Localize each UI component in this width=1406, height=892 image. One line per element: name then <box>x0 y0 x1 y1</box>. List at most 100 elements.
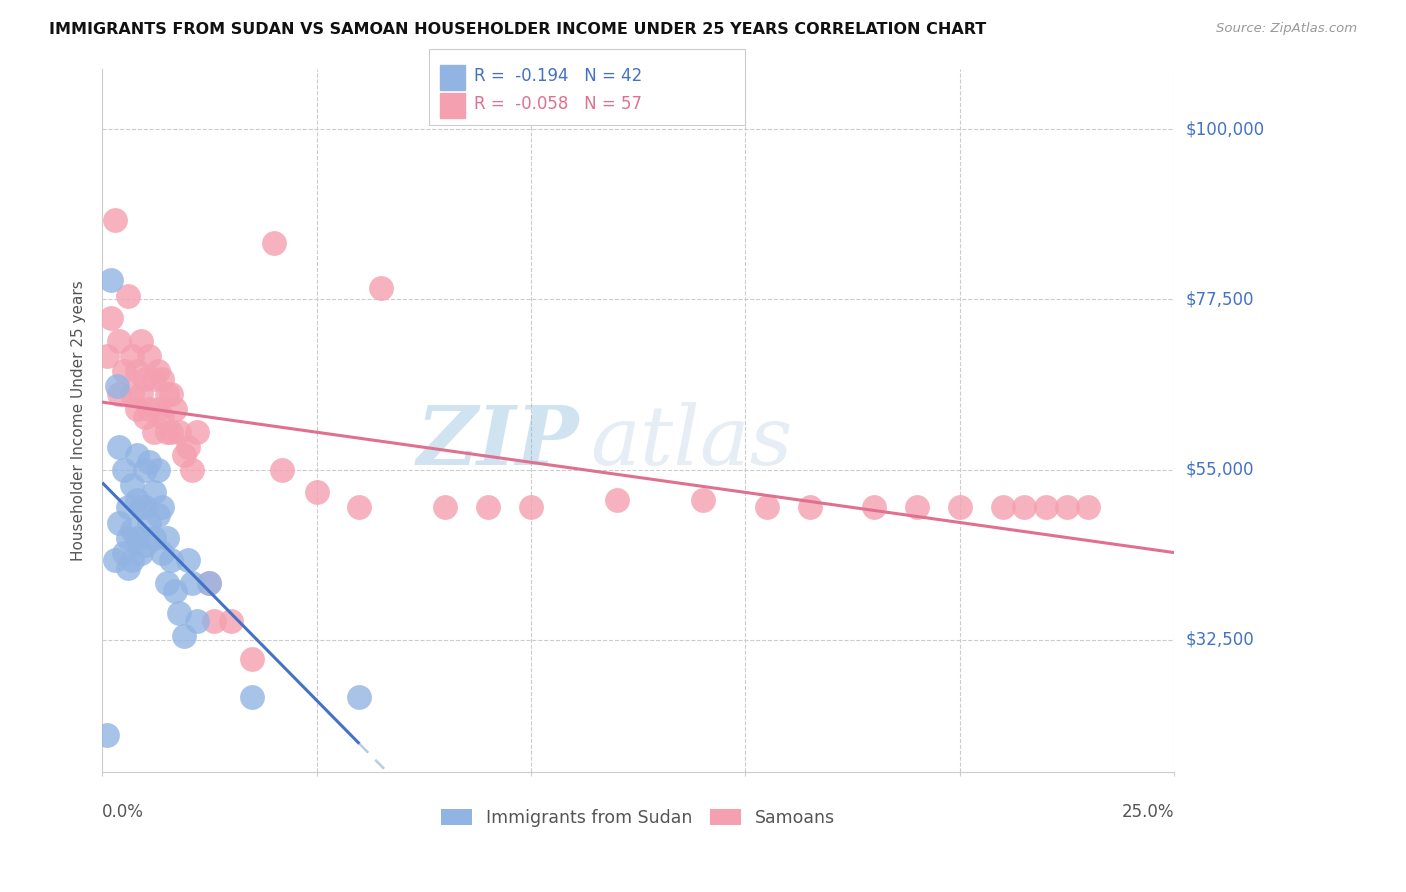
Text: ZIP: ZIP <box>416 401 579 482</box>
Point <box>129 334 152 348</box>
Point <box>799 500 821 515</box>
Point <box>146 364 169 378</box>
Point <box>129 500 152 515</box>
Point <box>219 614 242 628</box>
Point <box>142 531 165 545</box>
Point <box>142 372 165 386</box>
Point <box>1077 500 1099 515</box>
Point <box>155 531 177 545</box>
Point <box>155 425 177 439</box>
Point <box>129 546 152 560</box>
Point <box>1056 500 1078 515</box>
Point <box>198 576 221 591</box>
Point <box>150 372 173 386</box>
Point <box>134 372 156 386</box>
Point <box>117 500 139 515</box>
Point <box>949 500 972 515</box>
Point <box>108 334 131 348</box>
Point <box>125 492 148 507</box>
Text: $77,500: $77,500 <box>1185 291 1254 309</box>
Point <box>142 425 165 439</box>
Text: atlas: atlas <box>591 401 793 482</box>
Point <box>1035 500 1057 515</box>
Point <box>134 463 156 477</box>
Text: 0.0%: 0.0% <box>103 803 143 821</box>
Point <box>159 553 181 567</box>
Point <box>159 387 181 401</box>
Point <box>755 500 778 515</box>
Point <box>863 500 886 515</box>
Point <box>146 402 169 417</box>
Point <box>155 387 177 401</box>
Point <box>165 402 187 417</box>
Text: $100,000: $100,000 <box>1185 120 1264 138</box>
Point <box>186 425 208 439</box>
Point <box>138 516 160 530</box>
Point <box>117 561 139 575</box>
Point <box>349 690 371 704</box>
Point <box>138 455 160 469</box>
Point <box>173 448 195 462</box>
Point <box>112 546 135 560</box>
Point <box>202 614 225 628</box>
Point <box>1012 500 1035 515</box>
Point <box>434 500 457 515</box>
Point <box>146 463 169 477</box>
Point <box>121 349 143 363</box>
Point <box>125 531 148 545</box>
Point <box>134 409 156 424</box>
Point <box>520 500 543 515</box>
Point <box>263 235 285 250</box>
Point <box>100 311 122 326</box>
Point <box>169 607 191 621</box>
Point <box>117 288 139 302</box>
Point <box>100 273 122 287</box>
Point <box>142 485 165 500</box>
Point <box>477 500 499 515</box>
Point <box>112 463 135 477</box>
Point <box>105 379 128 393</box>
Point <box>186 614 208 628</box>
Point <box>121 387 143 401</box>
Point <box>125 364 148 378</box>
Y-axis label: Householder Income Under 25 years: Householder Income Under 25 years <box>72 280 86 561</box>
Legend: Immigrants from Sudan, Samoans: Immigrants from Sudan, Samoans <box>434 802 842 834</box>
Point <box>96 727 118 741</box>
Text: R =  -0.058   N = 57: R = -0.058 N = 57 <box>474 95 641 112</box>
Point <box>305 485 328 500</box>
Point <box>108 387 131 401</box>
Point <box>108 440 131 454</box>
Text: $55,000: $55,000 <box>1185 460 1254 479</box>
Point <box>165 583 187 598</box>
Point <box>155 576 177 591</box>
Point <box>104 213 127 227</box>
Point <box>173 629 195 643</box>
Point <box>108 516 131 530</box>
Point <box>159 425 181 439</box>
Point <box>112 364 135 378</box>
Point <box>134 500 156 515</box>
Point <box>271 463 294 477</box>
Point <box>177 553 200 567</box>
Point <box>150 500 173 515</box>
Point <box>125 448 148 462</box>
Point <box>121 553 143 567</box>
Point <box>125 402 148 417</box>
Point <box>991 500 1014 515</box>
Point <box>96 349 118 363</box>
Point <box>150 546 173 560</box>
Point <box>117 531 139 545</box>
Point <box>150 409 173 424</box>
Text: 25.0%: 25.0% <box>1122 803 1174 821</box>
Point <box>138 402 160 417</box>
Point <box>198 576 221 591</box>
Point <box>905 500 928 515</box>
Point <box>134 538 156 552</box>
Point <box>146 508 169 522</box>
Point <box>138 349 160 363</box>
Text: IMMIGRANTS FROM SUDAN VS SAMOAN HOUSEHOLDER INCOME UNDER 25 YEARS CORRELATION CH: IMMIGRANTS FROM SUDAN VS SAMOAN HOUSEHOL… <box>49 22 987 37</box>
Point <box>370 281 392 295</box>
Text: $32,500: $32,500 <box>1185 631 1254 649</box>
Point <box>177 440 200 454</box>
Point <box>181 576 204 591</box>
